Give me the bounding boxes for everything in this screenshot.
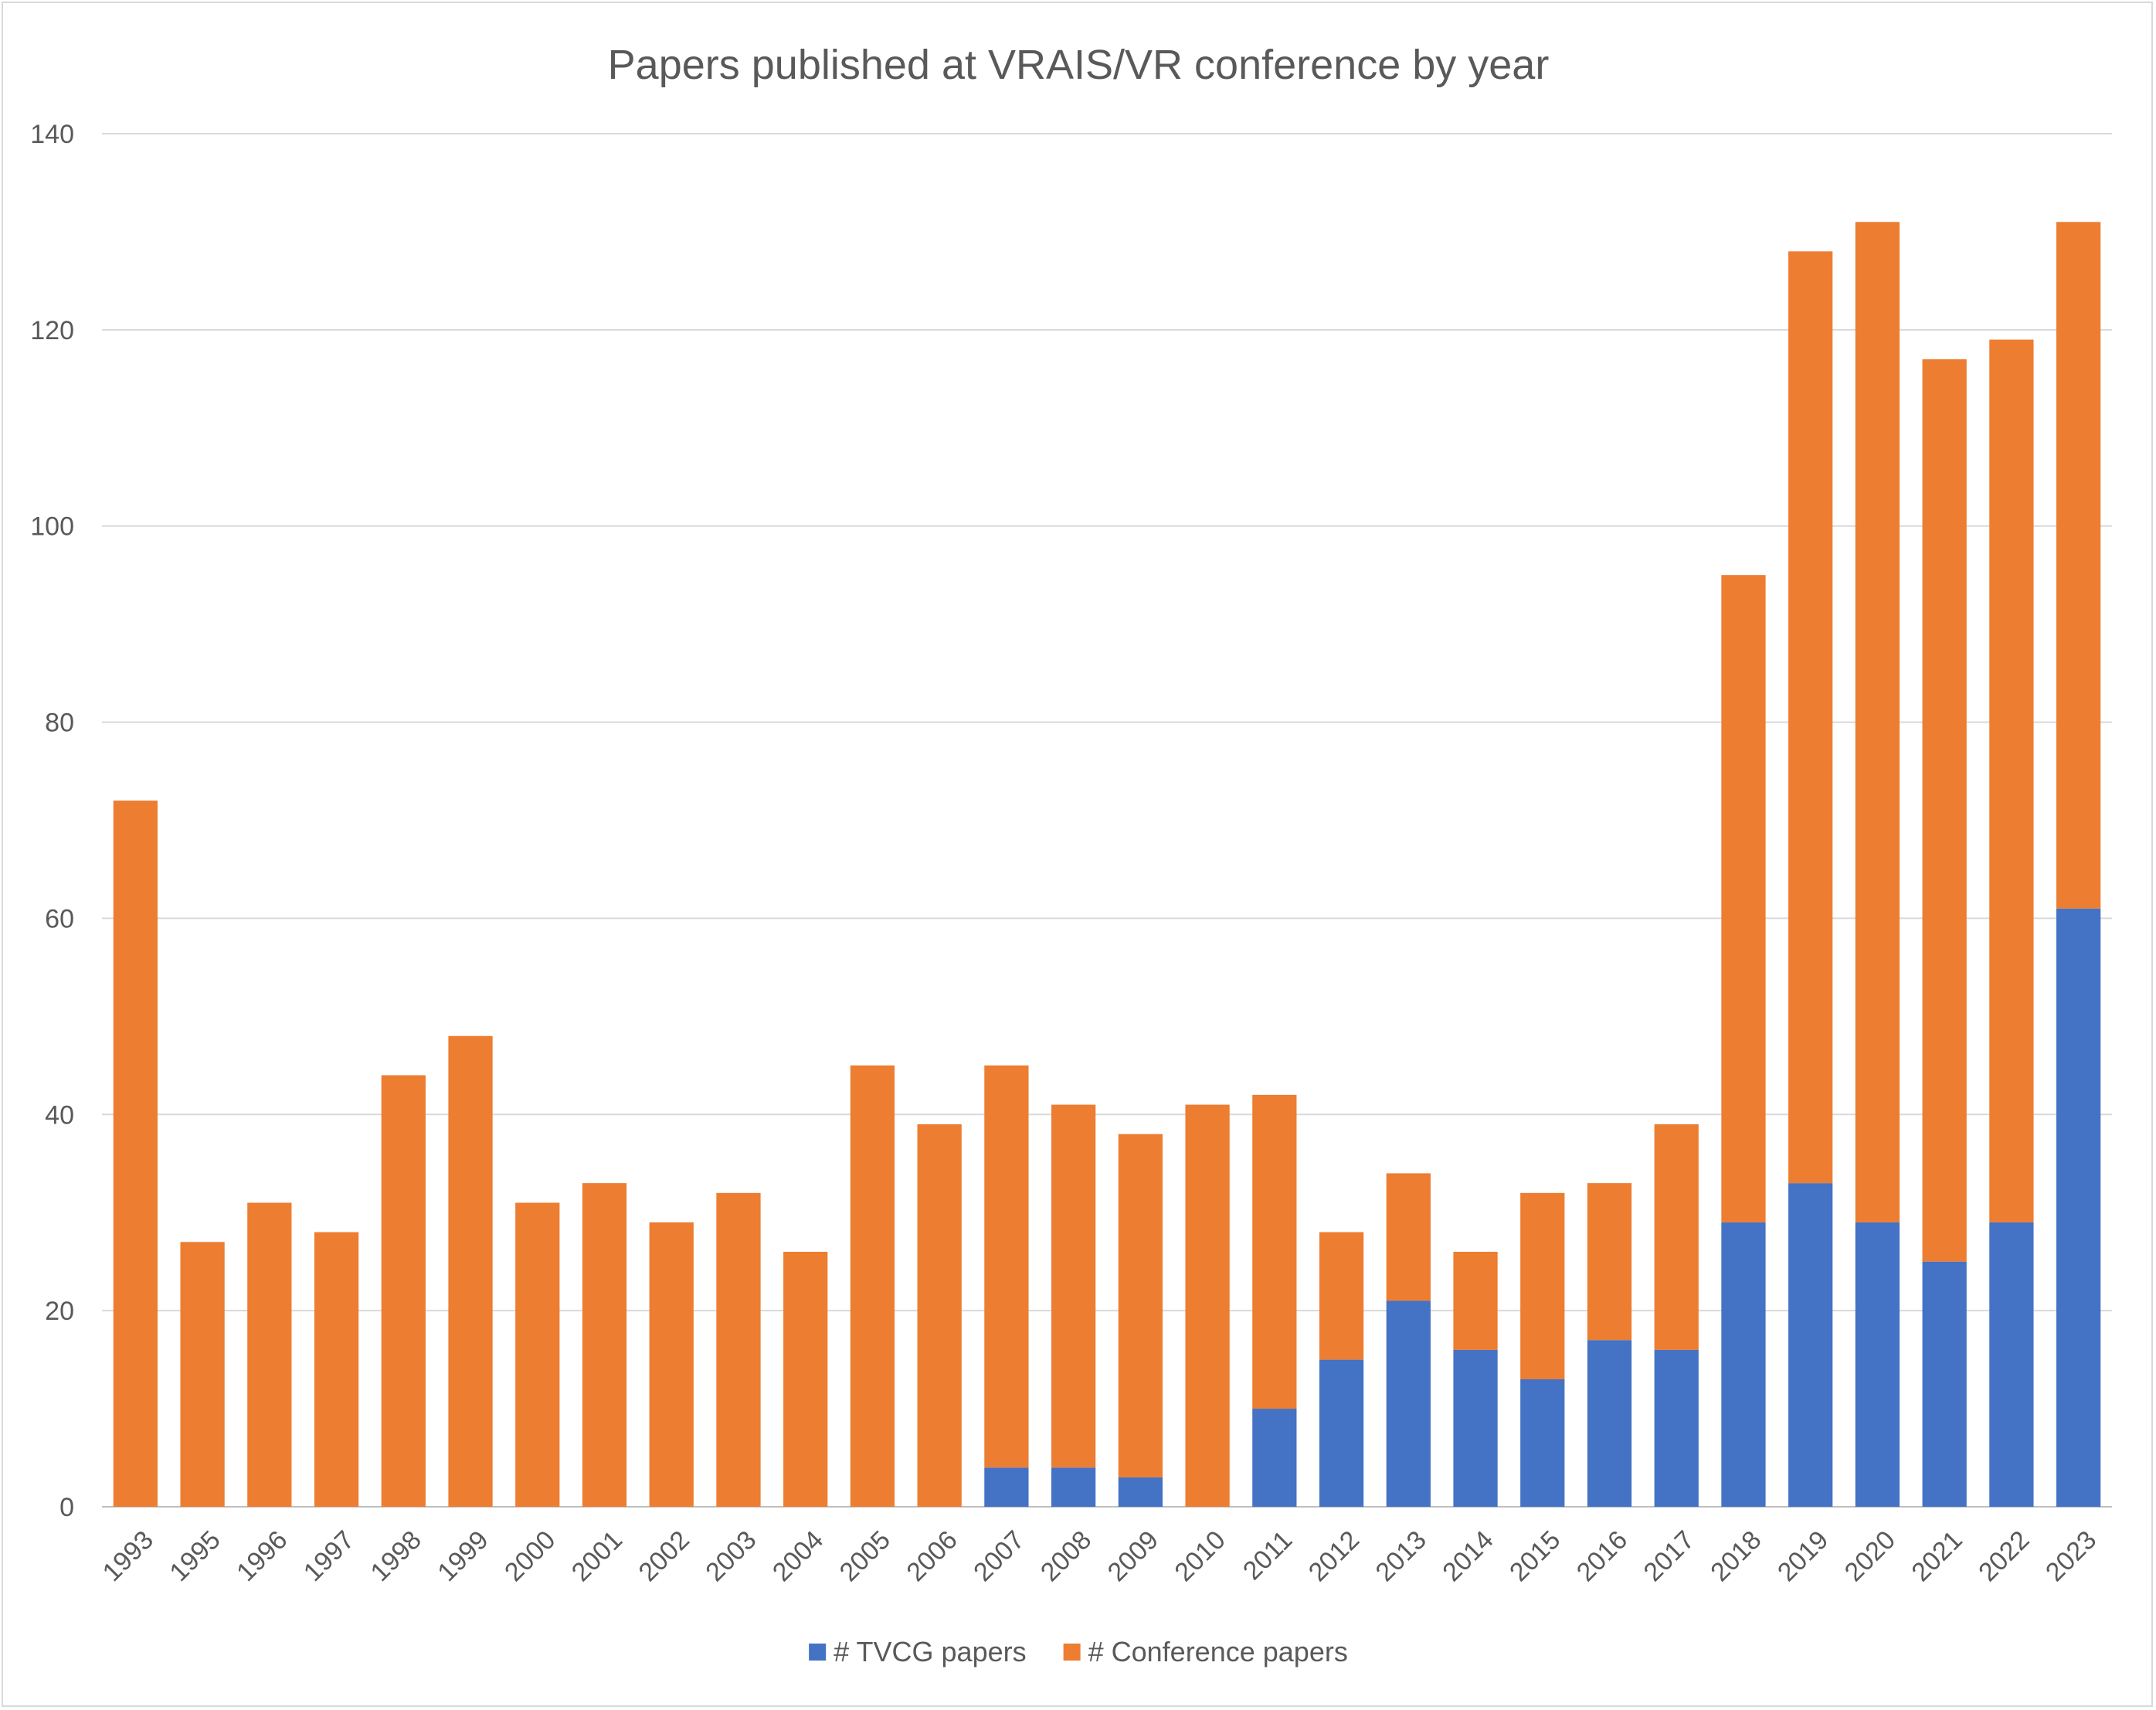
y-tick-label: 60 <box>45 904 74 933</box>
x-tick-label: 1997 <box>298 1525 360 1587</box>
bar-conference-1997 <box>314 1232 359 1507</box>
x-tick-label: 2013 <box>1370 1525 1432 1587</box>
legend-label-tvcg: # TVCG papers <box>834 1636 1026 1668</box>
y-tick-label: 140 <box>30 120 74 149</box>
x-tick-label: 1998 <box>365 1525 427 1587</box>
y-tick-label: 80 <box>45 709 74 738</box>
bar-conference-2014 <box>1453 1251 1498 1350</box>
bar-conference-1999 <box>448 1035 493 1507</box>
bar-conference-2020 <box>1855 222 1900 1222</box>
bar-conference-2012 <box>1319 1232 1364 1360</box>
bar-tvcg-2011 <box>1252 1409 1297 1507</box>
x-tick-label: 1999 <box>432 1525 494 1587</box>
x-tick-label: 1995 <box>164 1525 226 1587</box>
x-tick-label: 1993 <box>97 1525 159 1587</box>
x-tick-label: 2001 <box>566 1525 628 1587</box>
x-tick-label: 2006 <box>901 1525 963 1587</box>
x-tick-label: 2016 <box>1571 1525 1633 1587</box>
x-axis: 1993 1995 1996 1997 1998 1999 2000 2001 2002 2003… <box>97 1525 2103 1587</box>
bar-tvcg-2015 <box>1520 1379 1565 1507</box>
x-tick-label: 2003 <box>700 1525 762 1587</box>
bar-conference-2006 <box>917 1124 962 1507</box>
x-tick-label: 2009 <box>1102 1525 1164 1587</box>
x-tick-label: 1996 <box>231 1525 293 1587</box>
bar-tvcg-2007 <box>984 1467 1029 1507</box>
bar-tvcg-2008 <box>1051 1467 1096 1507</box>
x-tick-label: 2002 <box>633 1525 695 1587</box>
bar-tvcg-2009 <box>1118 1477 1163 1507</box>
bar-tvcg-2016 <box>1587 1340 1632 1507</box>
x-tick-label: 2017 <box>1638 1525 1700 1587</box>
legend-swatch-conference <box>1063 1644 1081 1661</box>
bar-conference-2015 <box>1520 1192 1565 1379</box>
x-tick-label: 2005 <box>834 1525 896 1587</box>
x-tick-label: 2014 <box>1437 1525 1499 1587</box>
bar-conference-2017 <box>1654 1124 1699 1350</box>
bar-conference-2000 <box>515 1202 560 1507</box>
bar-conference-2010 <box>1185 1104 1230 1507</box>
y-tick-label: 20 <box>45 1297 74 1326</box>
x-tick-label: 2008 <box>1035 1525 1097 1587</box>
x-tick-label: 2011 <box>1238 1525 1299 1586</box>
x-tick-label: 2015 <box>1504 1525 1566 1587</box>
stacked-bar-chart: Papers published at VRAIS/VR conference … <box>30 42 2112 1668</box>
bar-conference-2021 <box>1922 359 1967 1262</box>
legend-swatch-tvcg <box>809 1644 827 1661</box>
y-tick-label: 0 <box>59 1493 74 1522</box>
x-tick-label: 2010 <box>1169 1525 1231 1587</box>
bar-conference-2004 <box>783 1251 828 1507</box>
x-tick-label: 2004 <box>767 1525 829 1587</box>
bar-tvcg-2018 <box>1721 1222 1766 1507</box>
bar-conference-2007 <box>984 1065 1029 1468</box>
bar-conference-2018 <box>1721 575 1766 1222</box>
x-tick-label: 2023 <box>2040 1525 2102 1587</box>
bar-conference-2016 <box>1587 1183 1632 1341</box>
bar-conference-2001 <box>582 1183 627 1507</box>
bar-conference-2003 <box>716 1192 761 1507</box>
bar-tvcg-2019 <box>1788 1183 1833 1507</box>
x-tick-label: 2000 <box>499 1525 561 1587</box>
bar-conference-2019 <box>1788 251 1833 1184</box>
bar-conference-2022 <box>1989 339 2034 1222</box>
bar-tvcg-2020 <box>1855 1222 1900 1507</box>
bar-tvcg-2012 <box>1319 1359 1364 1507</box>
bar-tvcg-2023 <box>2056 908 2101 1507</box>
bar-conference-2023 <box>2056 222 2101 909</box>
bar-conference-2011 <box>1252 1094 1297 1409</box>
bar-conference-2008 <box>1051 1104 1096 1468</box>
y-tick-label: 120 <box>30 316 74 345</box>
x-tick-label: 2021 <box>1906 1525 1968 1587</box>
x-tick-label: 2022 <box>1973 1525 2035 1587</box>
y-tick-label: 40 <box>45 1100 74 1130</box>
x-tick-label: 2020 <box>1839 1525 1901 1587</box>
x-tick-label: 2012 <box>1303 1525 1365 1587</box>
bar-conference-2005 <box>850 1065 895 1507</box>
bar-conference-1993 <box>113 801 158 1507</box>
bar-tvcg-2022 <box>1989 1222 2034 1507</box>
x-tick-label: 2007 <box>968 1525 1030 1587</box>
bar-conference-1996 <box>247 1202 292 1507</box>
bar-conference-1998 <box>381 1075 426 1507</box>
grid-lines <box>102 133 2112 1508</box>
chart-title: Papers published at VRAIS/VR conference … <box>608 42 1550 88</box>
legend-label-conference: # Conference papers <box>1088 1636 1348 1668</box>
bar-tvcg-2013 <box>1386 1300 1431 1507</box>
bar-tvcg-2021 <box>1922 1261 1967 1507</box>
y-axis: 0 20 40 60 80 100 120 140 <box>30 120 74 1522</box>
x-tick-label: 2019 <box>1772 1525 1834 1587</box>
legend: # TVCG papers # Conference papers <box>809 1636 1348 1668</box>
bar-conference-2013 <box>1386 1173 1431 1301</box>
bar-conference-2002 <box>649 1222 694 1507</box>
bars <box>113 222 2101 1507</box>
y-tick-label: 100 <box>30 512 74 542</box>
bar-conference-1995 <box>180 1242 225 1507</box>
bar-tvcg-2014 <box>1453 1349 1498 1507</box>
bar-conference-2009 <box>1118 1134 1163 1477</box>
x-tick-label: 2018 <box>1705 1525 1767 1587</box>
bar-tvcg-2017 <box>1654 1349 1699 1507</box>
